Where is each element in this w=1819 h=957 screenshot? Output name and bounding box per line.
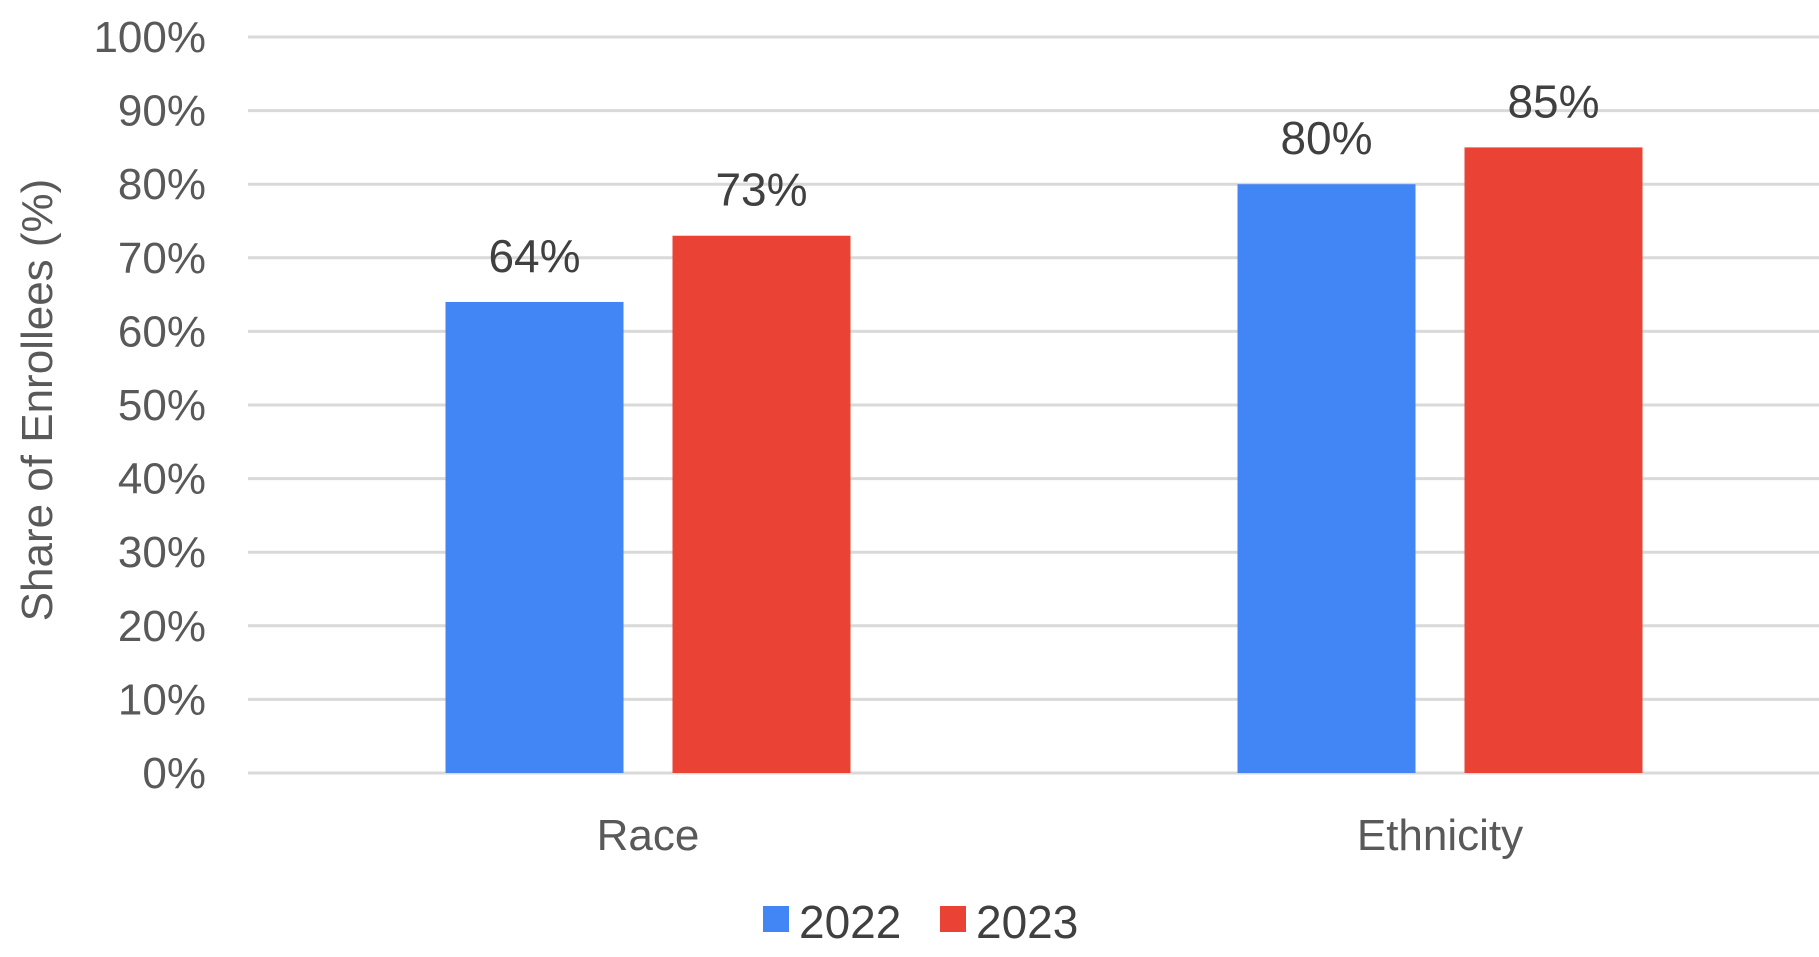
legend-swatch-2022 — [763, 906, 789, 932]
data-labels: 64% 73% 80% 85% — [488, 75, 1599, 282]
legend-label-2022: 2022 — [799, 896, 901, 948]
y-tick-label: 80% — [118, 160, 206, 209]
bar-2022-race — [445, 301, 624, 773]
legend-swatch-2023 — [940, 906, 966, 932]
y-tick-label: 40% — [118, 455, 206, 504]
y-tick-label: 20% — [118, 602, 206, 651]
y-tick-label: 0% — [142, 749, 206, 798]
x-category-label: Race — [597, 811, 700, 860]
legend: 2022 2023 — [763, 896, 1078, 948]
y-axis-title: Share of Enrollees (%) — [13, 179, 62, 622]
data-label-2023-race: 73% — [715, 164, 807, 216]
data-label-2022-ethnicity: 80% — [1280, 112, 1372, 164]
x-axis-category-labels: Race Ethnicity — [597, 811, 1524, 860]
y-tick-label: 70% — [118, 234, 206, 283]
legend-label-2023: 2023 — [976, 896, 1078, 948]
data-label-2022-race: 64% — [488, 230, 580, 282]
y-tick-label: 90% — [118, 87, 206, 136]
x-category-label: Ethnicity — [1357, 811, 1523, 860]
y-axis-tick-labels: 0% 10% 20% 30% 40% 50% 60% 70% 80% 90% 100% — [93, 13, 206, 798]
bar-2023-ethnicity — [1464, 147, 1643, 773]
data-label-2023-ethnicity: 85% — [1507, 75, 1599, 127]
y-tick-label: 10% — [118, 675, 206, 724]
bar-2022-ethnicity — [1237, 184, 1416, 773]
y-tick-label: 60% — [118, 307, 206, 356]
y-tick-label: 30% — [118, 528, 206, 577]
y-tick-label: 50% — [118, 381, 206, 430]
bar-2023-race — [672, 235, 851, 774]
y-tick-label: 100% — [93, 13, 206, 62]
bars — [445, 147, 1643, 774]
